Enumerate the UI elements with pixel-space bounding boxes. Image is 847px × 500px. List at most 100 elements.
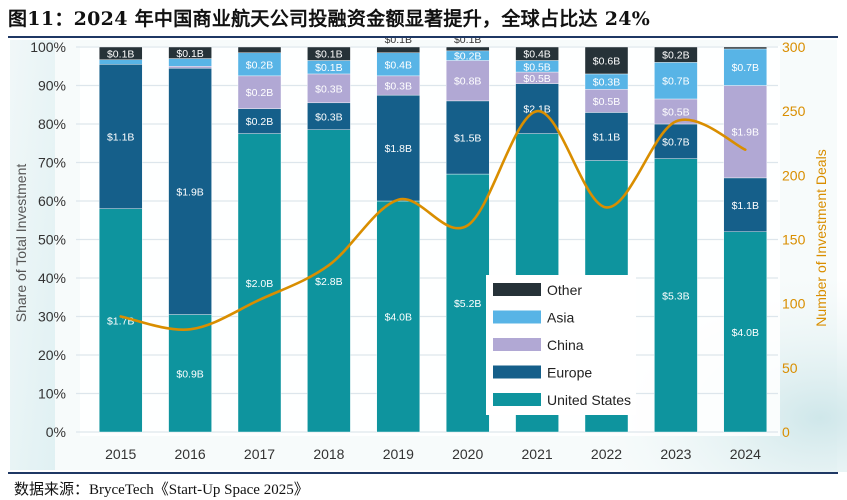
x-tick-label: 2020	[452, 446, 483, 462]
data-label: $0.5B	[523, 73, 550, 85]
legend-item-china: China	[493, 337, 584, 353]
bar-segment-united-states	[168, 314, 212, 433]
data-label: $1.8B	[385, 143, 412, 155]
x-tick-label: 2021	[522, 446, 553, 462]
data-label: $0.5B	[593, 96, 620, 108]
bar-segment-united-states	[376, 200, 420, 433]
x-tick-label: 2016	[175, 446, 206, 462]
y-tick-label: 50%	[38, 232, 66, 248]
bar-segment-other	[723, 46, 767, 50]
chart: $1.7B$1.1B$0.1B$0.9B$1.9B$0.1B$2.0B$0.2B…	[10, 38, 847, 472]
data-label: $0.3B	[385, 81, 412, 93]
bar-stack-2020: $5.2B $1.5B $0.8B $0.2B	[446, 46, 490, 433]
source-note: 数据来源：BryceTech《Start-Up Space 2025》	[14, 482, 309, 498]
legend-swatch	[493, 310, 541, 324]
data-label: $0.4B	[385, 59, 412, 71]
x-tick-label: 2022	[591, 446, 622, 462]
bar-segment-other	[654, 46, 698, 63]
top-rule	[8, 36, 838, 38]
data-label: $1.9B	[732, 127, 759, 139]
bar-segment-europe	[654, 123, 698, 159]
bar-segment-other	[376, 46, 420, 53]
legend-label: United States	[547, 392, 631, 408]
bar-segment-other	[446, 46, 490, 52]
y-axis-title: Share of Total Investment	[13, 164, 29, 323]
bar-segment-asia	[98, 59, 143, 65]
bar-segment-united-states	[446, 173, 490, 433]
data-label: $0.1B	[315, 62, 342, 74]
y-tick-label: 80%	[38, 116, 66, 132]
x-tick-label: 2023	[660, 446, 691, 462]
data-label: $1.1B	[732, 200, 759, 212]
y-axis-right: 0 50 100 150 200 250 300	[782, 39, 806, 440]
legend-swatch	[493, 365, 541, 379]
x-tick-label: 2015	[105, 446, 136, 462]
data-label: $0.2B	[454, 51, 481, 63]
bar-segment-europe	[723, 177, 767, 232]
bar-segment-china	[723, 85, 767, 179]
figure-title: 图11：2024 年中国商业航天公司投融资金额显著提升，全球占比达 24%	[8, 8, 651, 30]
bar-segment-europe	[237, 108, 282, 134]
legend-item-asia: Asia	[493, 310, 574, 326]
bar-stack-2018: $2.8B $0.3B $0.3B $0.1B$0.1B	[307, 46, 351, 433]
y2-tick-label: 50	[782, 360, 798, 376]
y2-axis-title: Number of Investment Deals	[813, 149, 829, 326]
legend-label: China	[547, 337, 584, 353]
data-label: $0.3B	[315, 83, 342, 95]
y2-tick-label: 300	[782, 39, 806, 55]
y-tick-label: 30%	[38, 309, 66, 325]
data-label: $4.0B	[732, 327, 759, 339]
legend-item-europe: Europe	[493, 365, 592, 381]
x-tick-label: 2019	[383, 446, 414, 462]
data-label: $4.0B	[385, 312, 412, 324]
data-label: $0.7B	[732, 62, 759, 74]
bottom-rule	[8, 472, 838, 474]
y2-tick-label: 250	[782, 103, 806, 119]
legend-item-other: Other	[493, 282, 582, 298]
y-tick-label: 10%	[38, 386, 66, 402]
y-tick-label: 90%	[38, 78, 66, 94]
bar-segment-united-states	[654, 158, 698, 433]
left-decor	[10, 40, 55, 470]
data-label: $1.1B	[593, 132, 620, 144]
data-label: $0.9B	[176, 368, 203, 380]
data-label: $1.9B	[176, 186, 203, 198]
bar-segment-other	[237, 46, 282, 53]
data-label: $0.4B	[523, 49, 550, 61]
bar-segment-china	[446, 60, 490, 102]
x-axis: 2015 2016 2017 2018 2019 2020 2021 2022 2023 2024	[105, 446, 761, 462]
data-label: $0.3B	[593, 77, 620, 89]
bar-segment-united-states	[723, 231, 767, 433]
data-label: $0.1B	[107, 48, 134, 60]
bar-segment-other	[584, 46, 629, 75]
data-label: $0.1B	[176, 48, 203, 60]
bar-segment-asia	[723, 48, 767, 86]
y2-tick-label: 0	[782, 424, 790, 440]
data-label: $0.2B	[662, 50, 689, 62]
bar-segment-europe	[98, 64, 143, 209]
deals-line	[119, 109, 747, 331]
bar-stack-2019: $4.0B $1.8B $0.3B $0.4B	[376, 46, 420, 433]
legend-swatch	[493, 338, 541, 351]
y-tick-label: 0%	[46, 424, 66, 440]
data-label: $5.3B	[662, 290, 689, 302]
bar-segment-other	[168, 46, 212, 59]
y2-tick-label: 150	[782, 232, 806, 248]
data-label: $0.3B	[315, 111, 342, 123]
data-label: $0.6B	[593, 55, 620, 67]
data-label: $1.1B	[107, 132, 134, 144]
data-label: $1.5B	[454, 132, 481, 144]
data-label: $0.1B	[315, 49, 342, 61]
data-label: $0.7B	[662, 136, 689, 148]
bar-segment-united-states	[307, 129, 351, 433]
legend-label: Europe	[547, 365, 592, 381]
data-label: $0.5B	[523, 61, 550, 73]
bar-segment-asia	[654, 62, 698, 100]
y-tick-label: 40%	[38, 270, 66, 286]
x-tick-label: 2017	[244, 446, 275, 462]
bar-segment-europe	[584, 112, 629, 161]
data-label-above: $0.1B	[454, 38, 481, 46]
bar-stack-2023: $5.3B $0.7B $0.5B $0.7B $0.2B	[654, 46, 698, 433]
y-tick-label: 20%	[38, 347, 66, 363]
data-label: $0.7B	[662, 76, 689, 88]
